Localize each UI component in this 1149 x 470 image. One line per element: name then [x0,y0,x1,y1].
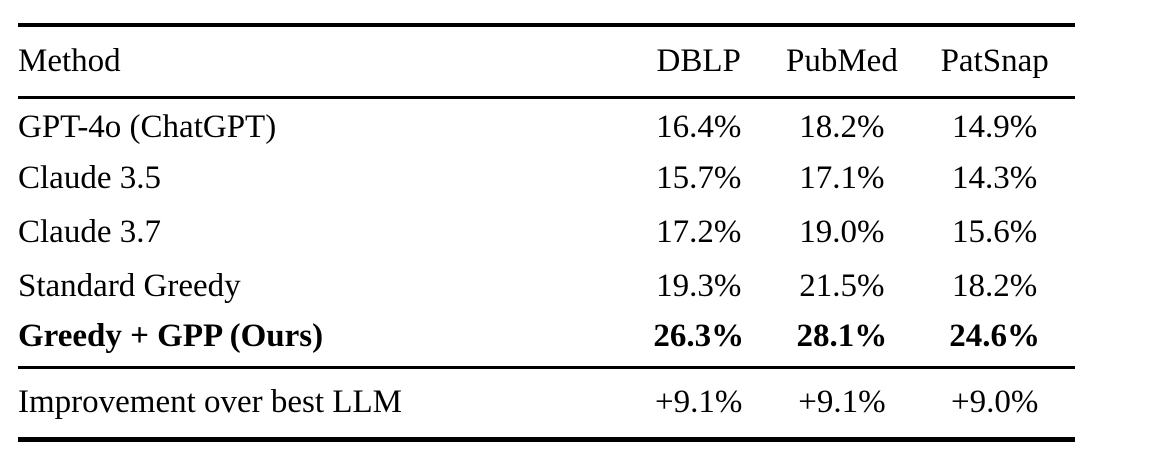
table-row: Claude 3.5 15.7% 17.1% 14.3% [18,151,1075,205]
improvement-row: Improvement over best LLM +9.1% +9.1% +9… [18,367,1075,439]
improvement-label: Improvement over best LLM [18,384,402,420]
value-cell-dblp: 15.7% [656,159,742,196]
table-body: GPT-4o (ChatGPT) 16.4% 18.2% 14.9% Claud… [18,97,1075,367]
table-row-ours: Greedy + GPP (Ours) 26.3% 28.1% 24.6% [18,313,1075,367]
value-cell-pubmed: 19.0% [799,213,885,250]
value-cell-patsnap: 15.6% [952,213,1038,250]
value-cell-patsnap: 18.2% [952,267,1038,304]
method-cell: Greedy + GPP (Ours) [18,317,324,354]
improvement-cell-dblp: +9.1% [655,384,743,420]
value-cell-dblp: 19.3% [656,267,742,304]
improvement-cell-patsnap: +9.0% [950,384,1039,420]
col-header-method: Method [18,42,121,79]
col-header-dblp: DBLP [656,42,741,79]
value-cell-patsnap: 14.3% [952,159,1038,196]
value-cell-dblp: 17.2% [656,213,742,250]
value-cell-patsnap: 14.9% [952,109,1038,146]
header-row: Method DBLP PubMed PatSnap [18,25,1075,97]
value-cell-patsnap: 24.6% [949,317,1041,354]
value-cell-pubmed: 17.1% [799,159,885,196]
value-cell-pubmed: 21.5% [799,267,885,304]
value-cell-pubmed: 18.2% [799,109,885,146]
method-cell: GPT-4o (ChatGPT) [18,109,277,146]
col-header-pubmed: PubMed [785,42,898,79]
value-cell-pubmed: 28.1% [796,317,888,354]
value-cell-dblp: 16.4% [656,109,742,146]
method-cell: Claude 3.5 [18,159,161,196]
value-cell-dblp: 26.3% [653,317,745,354]
col-header-patsnap: PatSnap [940,42,1049,79]
method-cell: Standard Greedy [18,267,241,304]
table-footer: Improvement over best LLM +9.1% +9.1% +9… [18,367,1075,439]
table-row: Standard Greedy 19.3% 21.5% 18.2% [18,259,1075,313]
table-header: Method DBLP PubMed PatSnap [18,25,1075,97]
improvement-cell-pubmed: +9.1% [798,384,886,420]
method-cell: Claude 3.7 [18,213,161,250]
results-table: Method DBLP PubMed PatSnap GPT-4o (ChatG… [18,23,1075,442]
table-row: GPT-4o (ChatGPT) 16.4% 18.2% 14.9% [18,97,1075,151]
table-row: Claude 3.7 17.2% 19.0% 15.6% [18,205,1075,259]
